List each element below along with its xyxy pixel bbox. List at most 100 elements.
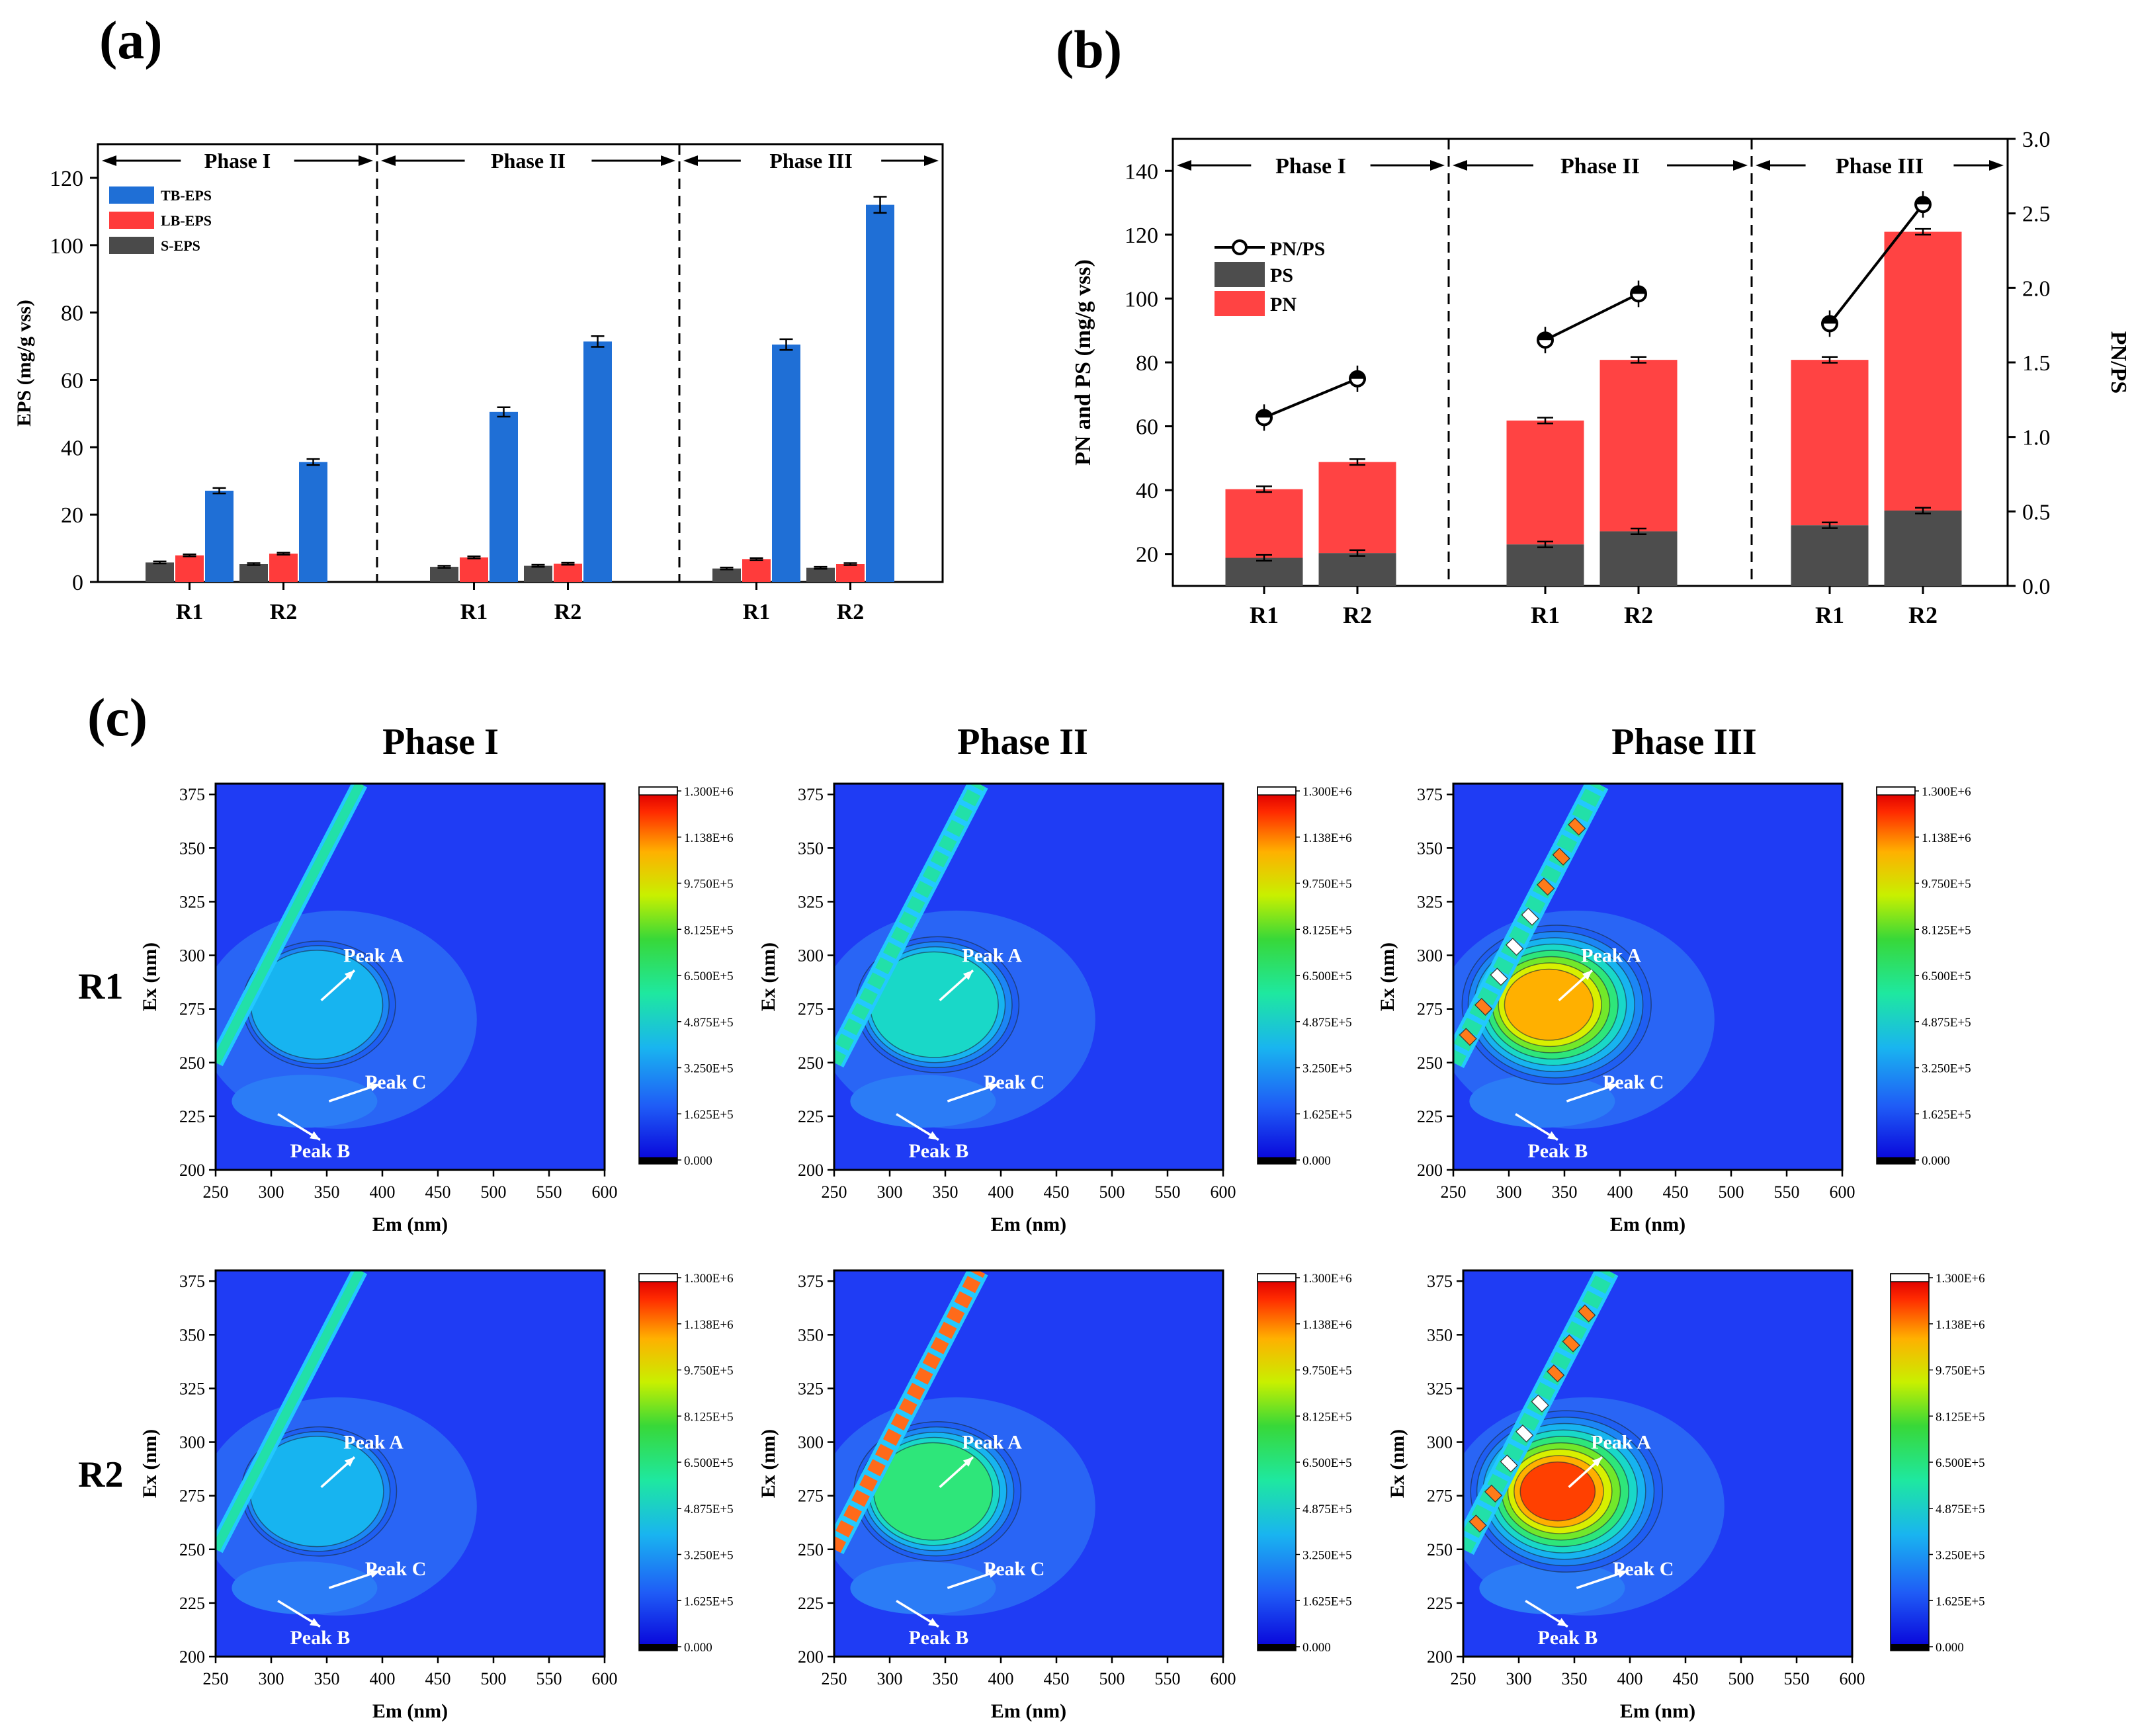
panel-label-b: (b) bbox=[1056, 19, 1122, 79]
x-tick-label: 600 bbox=[1211, 1182, 1236, 1202]
y-tick-label: 325 bbox=[798, 1379, 824, 1398]
peak-label: Peak C bbox=[365, 1071, 427, 1093]
x-tick-label: 350 bbox=[1552, 1182, 1578, 1202]
legend-label: TB-EPS bbox=[161, 187, 212, 204]
peak-arrowhead bbox=[310, 1618, 320, 1627]
y-tick-label: 300 bbox=[179, 1433, 205, 1452]
colorbar bbox=[1877, 794, 1915, 1157]
x-tick-label: 400 bbox=[988, 1182, 1014, 1202]
y-tick-label: 225 bbox=[179, 1107, 205, 1126]
y-tick-label: 225 bbox=[1427, 1594, 1453, 1613]
ratio-point-fill bbox=[1538, 333, 1553, 341]
colorbar-tick-label: 8.125E+5 bbox=[684, 1410, 734, 1424]
colorbar-tick-label: 3.250E+5 bbox=[684, 1062, 734, 1076]
scatter-band-mark bbox=[1484, 1484, 1503, 1503]
legend-label: PS bbox=[1270, 265, 1293, 286]
colorbar-tick-label: 1.300E+6 bbox=[1302, 1272, 1352, 1286]
y-tick-label: 250 bbox=[1417, 1054, 1443, 1073]
bar-s-eps bbox=[146, 562, 174, 582]
plot-frame-a bbox=[97, 143, 944, 583]
x-tick-label: 300 bbox=[877, 1182, 903, 1202]
y-tick-label: 140 bbox=[1125, 159, 1158, 184]
peak-label: Peak C bbox=[1613, 1558, 1674, 1580]
x-tick-label: 400 bbox=[988, 1669, 1014, 1688]
y-tick-label: 350 bbox=[179, 839, 205, 858]
colorbar-tick-label: 6.500E+5 bbox=[1302, 1456, 1352, 1470]
x-tick-label: 450 bbox=[1673, 1669, 1699, 1688]
y-tick-label: 275 bbox=[179, 1000, 205, 1019]
y-tick-label: 120 bbox=[50, 167, 83, 191]
y-tick-label: 300 bbox=[798, 946, 824, 966]
phase-arrowhead-right bbox=[1430, 160, 1445, 171]
bar-pn bbox=[1506, 420, 1584, 545]
colorbar-tick-label: 3.250E+5 bbox=[1936, 1549, 1985, 1563]
bar-s-eps bbox=[239, 564, 268, 582]
x-tick-label: R1 bbox=[176, 600, 204, 624]
colorbar-max-cell bbox=[638, 786, 678, 796]
y2-tick-label: 3.0 bbox=[2022, 128, 2051, 152]
bar-lb-eps bbox=[269, 554, 298, 582]
x-tick-label: 250 bbox=[1441, 1182, 1467, 1202]
legend-swatch bbox=[1215, 291, 1265, 316]
y-tick-label: 200 bbox=[798, 1647, 824, 1667]
y2-tick-label: 2.0 bbox=[2022, 276, 2051, 301]
x-tick-label: 600 bbox=[1211, 1669, 1236, 1688]
bar-ps bbox=[1318, 553, 1396, 586]
colorbar-max-cell bbox=[1257, 1273, 1297, 1282]
peak-arrowhead bbox=[1592, 1457, 1602, 1467]
colorbar-min-cell bbox=[1891, 1644, 1929, 1651]
y2-tick-label: 0.0 bbox=[2022, 575, 2051, 599]
y-tick-label: 275 bbox=[179, 1487, 205, 1506]
bar-pn bbox=[1225, 489, 1303, 558]
scatter-band-inner bbox=[834, 784, 986, 1066]
y-tick-label: 200 bbox=[1427, 1647, 1453, 1667]
bar-tb-eps bbox=[490, 411, 518, 582]
bar-lb-eps bbox=[742, 559, 771, 582]
y-tick-label: 200 bbox=[1417, 1161, 1443, 1180]
colorbar-min-cell bbox=[1258, 1157, 1296, 1164]
colorbar-tick-label: 8.125E+5 bbox=[1936, 1410, 1985, 1424]
scatter-band-inner bbox=[216, 784, 364, 1065]
peak-arrowhead bbox=[344, 1457, 355, 1467]
phase-arrowhead-left bbox=[1177, 160, 1191, 171]
y-tick-label: 350 bbox=[179, 1325, 205, 1344]
peak-label: Peak A bbox=[962, 945, 1022, 967]
x-tick-label: 450 bbox=[1044, 1669, 1070, 1688]
x-tick-label: R1 bbox=[460, 600, 488, 624]
peak-arrowhead bbox=[962, 970, 973, 980]
peak-arrowhead bbox=[928, 1131, 939, 1140]
x-axis-label: Em (nm) bbox=[1610, 1214, 1685, 1235]
colorbar-tick-label: 8.125E+5 bbox=[1302, 1410, 1352, 1424]
panel-b: (b) 20 40 60 80 100 120 140 0.0 0.5 1.0 1.5 2.0 2.5 3.… bbox=[1056, 19, 2131, 628]
phase-label: Phase II bbox=[1560, 154, 1640, 179]
y-tick-label: 350 bbox=[1427, 1325, 1453, 1344]
colorbar-tick-label: 1.625E+5 bbox=[1302, 1594, 1352, 1608]
row-label: R2 bbox=[78, 1454, 123, 1495]
peak-label: Peak A bbox=[1581, 945, 1641, 967]
y2-tick-label: 2.5 bbox=[2022, 202, 2051, 227]
y-tick-label: 300 bbox=[179, 946, 205, 966]
column-title: Phase I bbox=[382, 722, 499, 763]
colorbar-tick-label: 0.000 bbox=[684, 1154, 712, 1168]
x-tick-label: 600 bbox=[1830, 1182, 1855, 1202]
bar-ps bbox=[1225, 558, 1303, 586]
colorbar-tick-label: 9.750E+5 bbox=[1922, 878, 1971, 891]
colorbar-min-cell bbox=[639, 1644, 677, 1651]
y-tick-label: 0 bbox=[72, 571, 83, 595]
eem-frame bbox=[1462, 1269, 1854, 1658]
colorbar-tick-label: 9.750E+5 bbox=[684, 1364, 734, 1378]
colorbar-tick-label: 6.500E+5 bbox=[1302, 970, 1352, 983]
y-axis-label: Ex (nm) bbox=[757, 1429, 779, 1498]
legend-swatch bbox=[109, 212, 154, 229]
scatter-band-mark bbox=[1515, 1425, 1534, 1443]
scatter-band-inner bbox=[216, 1270, 364, 1551]
scatter-band-mark bbox=[1506, 938, 1524, 956]
x-tick-label: 600 bbox=[592, 1182, 618, 1202]
colorbar-tick-label: 9.750E+5 bbox=[1302, 1364, 1352, 1378]
peak-arrowhead bbox=[962, 1457, 973, 1467]
y-tick-label: 225 bbox=[179, 1594, 205, 1613]
y-tick-label: 325 bbox=[1427, 1379, 1453, 1398]
y-tick-label: 40 bbox=[1136, 479, 1158, 503]
scatter-band-mark bbox=[1562, 1334, 1580, 1352]
